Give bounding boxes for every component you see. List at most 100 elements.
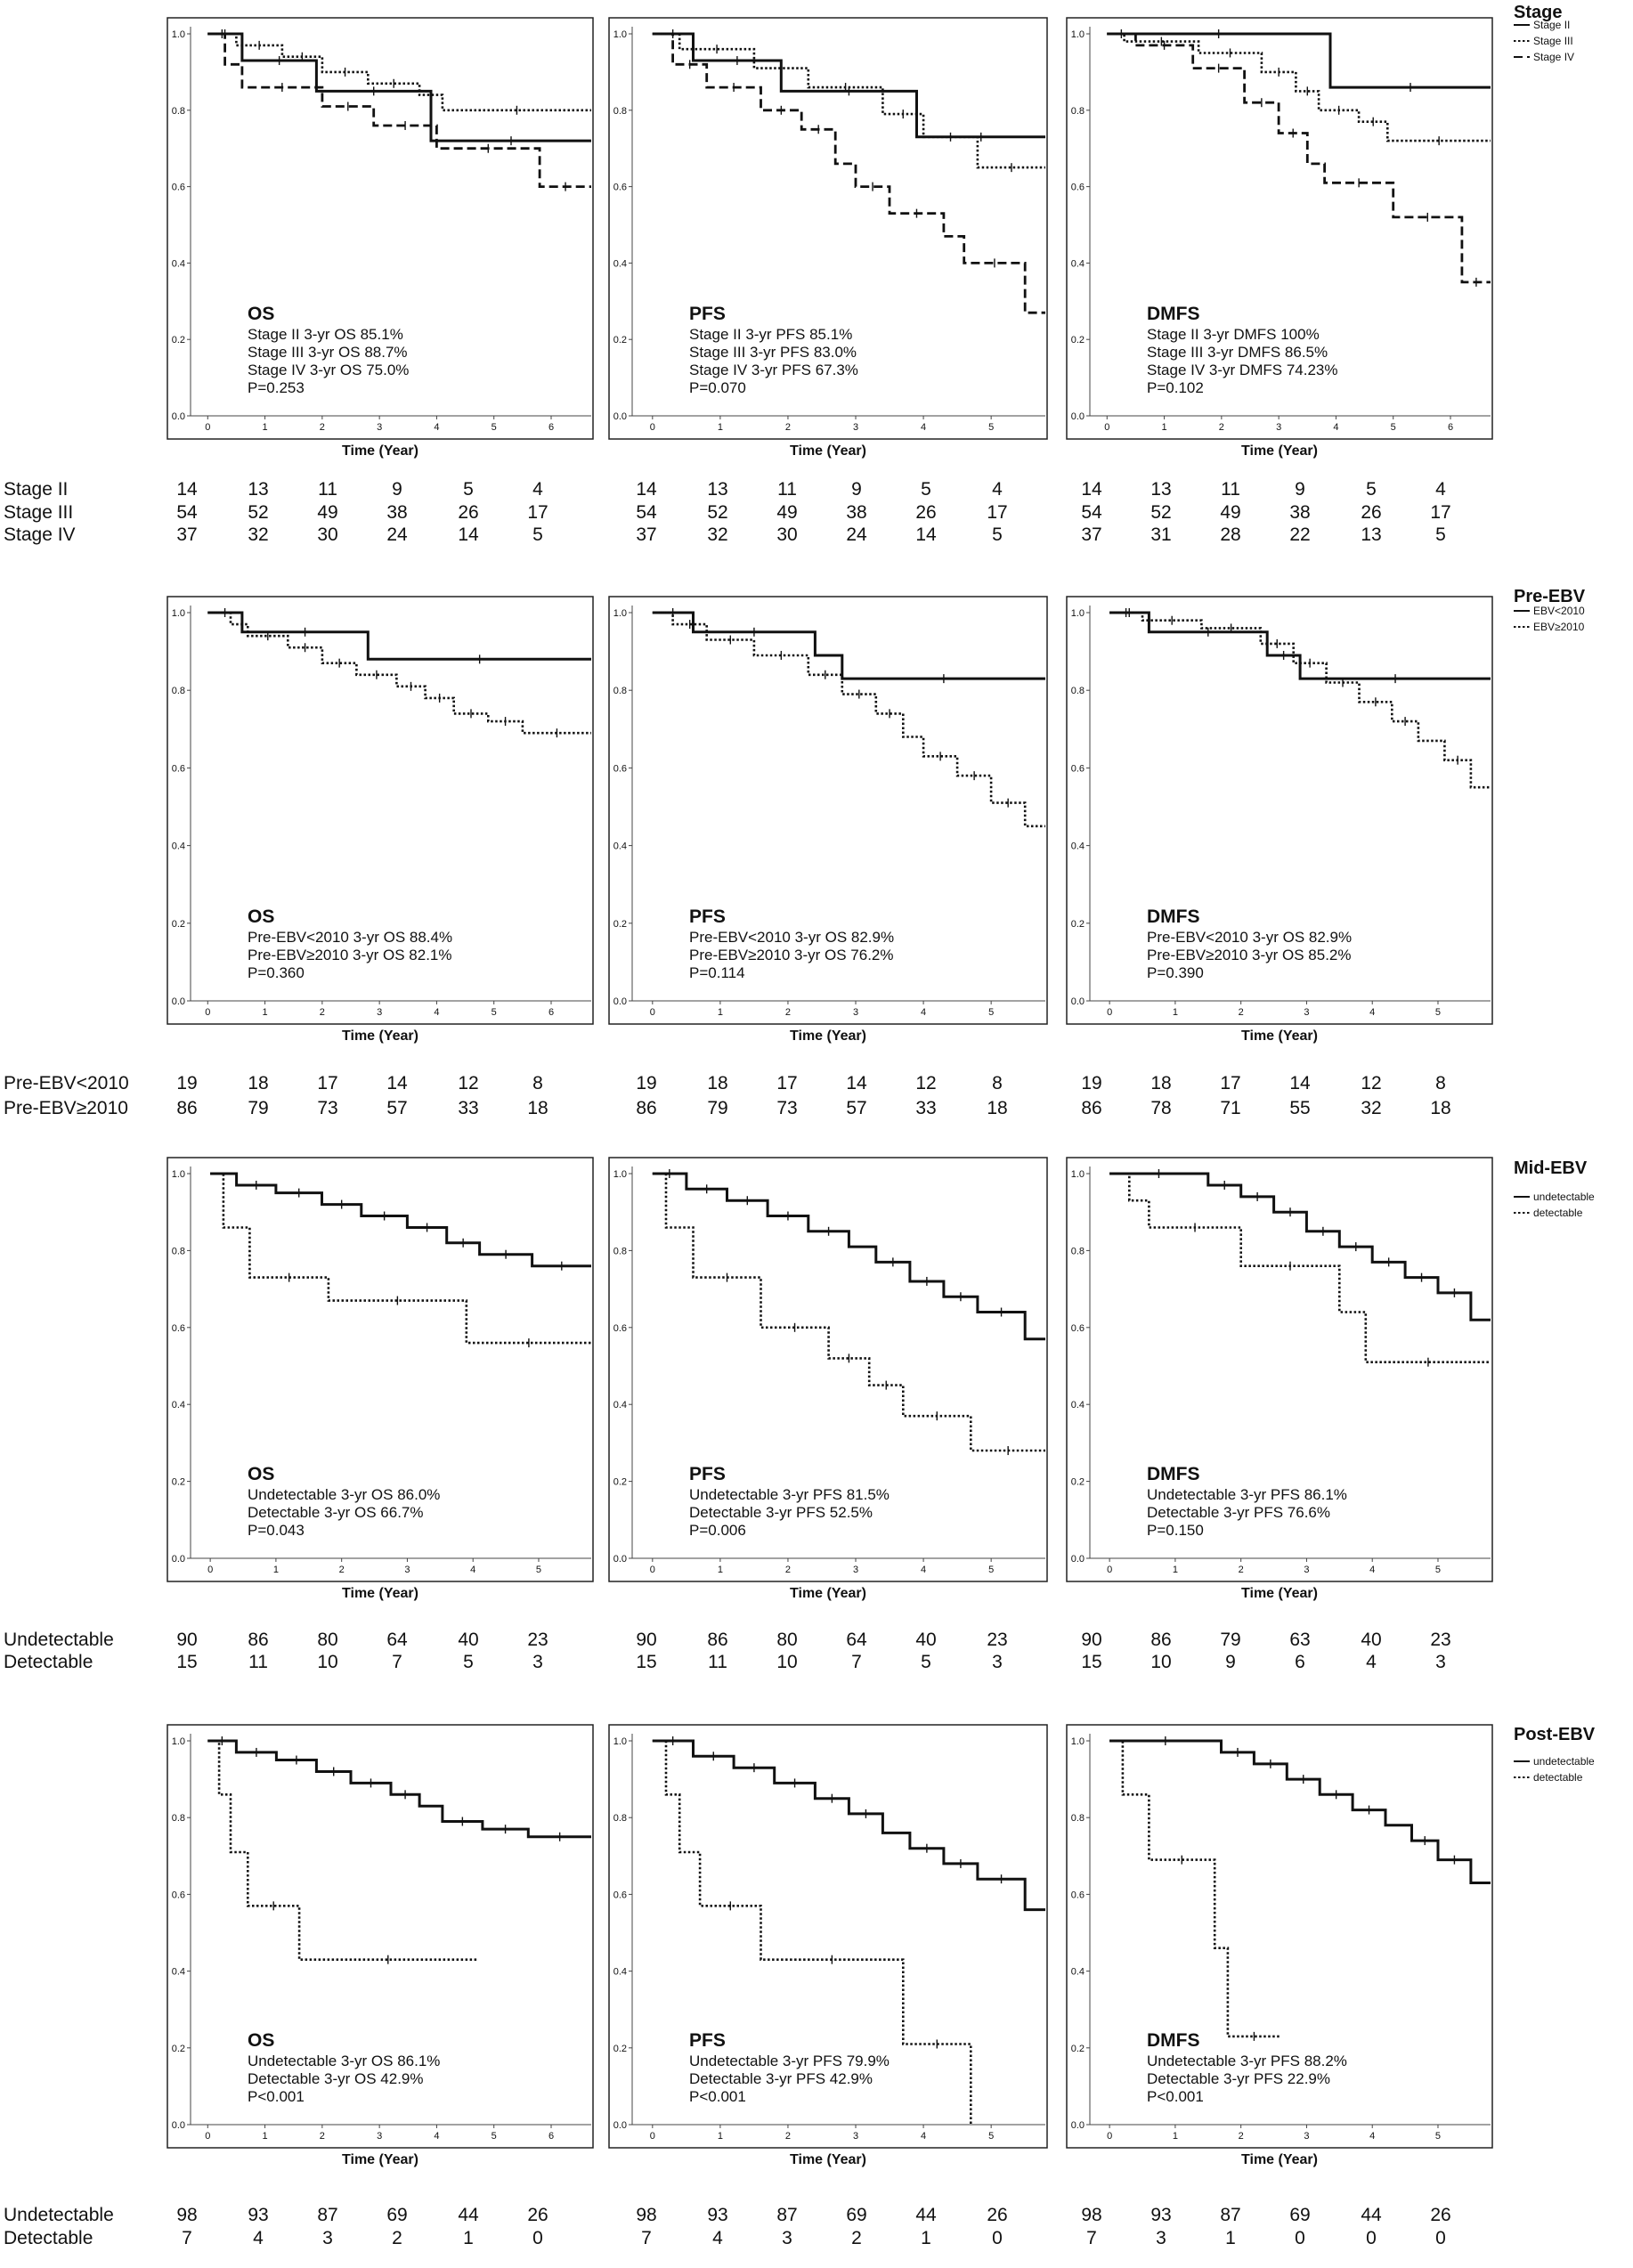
risk-count: 49 — [776, 502, 797, 523]
risk-count: 86 — [707, 1630, 727, 1650]
annotation-line: P=0.390 — [1147, 964, 1204, 981]
annotation-line: Stage IV 3-yr PFS 67.3% — [689, 362, 858, 378]
y-tick-label: 0.0 — [172, 411, 185, 422]
risk-count: 3 — [322, 2228, 333, 2248]
panel-frame — [1066, 1157, 1493, 1582]
risk-count: 19 — [176, 1073, 197, 1093]
risk-count: 14 — [1289, 1073, 1311, 1093]
x-tick-label: 4 — [434, 422, 439, 433]
risk-count: 93 — [707, 2205, 727, 2225]
curve-stage-iii — [207, 32, 591, 112]
x-tick-label: 3 — [1304, 2131, 1309, 2142]
risk-count: 22 — [1289, 524, 1310, 545]
x-tick-label: 0 — [207, 1565, 213, 1575]
risk-row-label: Undetectable — [4, 1630, 114, 1650]
risk-count: 44 — [915, 2205, 937, 2225]
risk-count: 11 — [1221, 479, 1240, 500]
risk-count: 10 — [1150, 1652, 1171, 1672]
y-tick-label: 0.2 — [172, 2044, 185, 2054]
risk-count: 8 — [532, 1073, 543, 1093]
x-tick-label: 0 — [1107, 2131, 1112, 2142]
annotation-line: P=0.102 — [1147, 379, 1204, 396]
risk-count: 26 — [527, 2205, 548, 2225]
y-tick-label: 1.0 — [1071, 1169, 1085, 1180]
x-axis-label: Time (Year) — [790, 2152, 866, 2167]
risk-count: 30 — [317, 524, 337, 545]
annotation-line: Stage IV 3-yr OS 75.0% — [248, 362, 409, 378]
risk-count: 15 — [1081, 1652, 1101, 1672]
risk-count: 3 — [532, 1652, 543, 1672]
curve-undetectable — [652, 1739, 1045, 1912]
risk-count: 37 — [636, 524, 656, 545]
annotation-line: P<0.001 — [1147, 2088, 1204, 2105]
risk-count: 0 — [1435, 2228, 1446, 2248]
y-tick-label: 0.6 — [1071, 1890, 1085, 1900]
legend-entry: undetectable — [1533, 1191, 1595, 1203]
legend-entry: undetectable — [1533, 1755, 1595, 1768]
risk-count: 11 — [318, 479, 337, 500]
risk-count: 15 — [176, 1652, 197, 1672]
x-tick-label: 2 — [320, 2131, 325, 2142]
risk-count: 54 — [176, 502, 198, 523]
y-tick-label: 0.4 — [172, 1967, 185, 1978]
risk-count: 73 — [317, 1098, 337, 1118]
curve-stage-ii — [207, 32, 591, 142]
panel-dmfs: 0.0 0.2 0.4 0.6 0.8 1.0 0 1 2 3 4 5 Time (Year) DMFS U… — [1066, 1724, 1493, 2248]
group-2: Mid-EBV undetectable detectable Undetectabl… — [4, 1157, 1595, 1672]
y-tick-label: 0.6 — [1071, 763, 1085, 774]
risk-row-label: Stage II — [4, 479, 68, 500]
panel-title: OS — [248, 2030, 274, 2051]
risk-row-label: Detectable — [4, 2228, 93, 2248]
risk-count: 4 — [712, 2228, 723, 2248]
x-tick-label: 6 — [548, 2131, 554, 2142]
risk-count: 38 — [386, 502, 407, 523]
x-tick-label: 1 — [263, 422, 268, 433]
panel-title: DMFS — [1147, 2030, 1200, 2051]
annotation-line: P=0.006 — [689, 1522, 746, 1539]
x-axis-label: Time (Year) — [342, 1028, 418, 1044]
risk-count: 49 — [1220, 502, 1240, 523]
x-tick-label: 2 — [1219, 422, 1224, 433]
y-tick-label: 1.0 — [1071, 29, 1085, 40]
risk-count: 18 — [248, 1073, 268, 1093]
curve-detectable — [1109, 1172, 1491, 1363]
x-tick-label: 0 — [205, 1007, 210, 1018]
y-tick-label: 0.6 — [172, 763, 185, 774]
risk-count: 12 — [458, 1073, 478, 1093]
panel-frame — [1066, 17, 1493, 440]
risk-count: 93 — [1150, 2205, 1171, 2225]
x-tick-label: 4 — [434, 2131, 439, 2142]
annotation-line: Pre-EBV<2010 3-yr OS 82.9% — [689, 929, 894, 946]
x-axis-label: Time (Year) — [342, 2152, 418, 2167]
risk-count: 44 — [458, 2205, 479, 2225]
x-axis-label: Time (Year) — [1241, 1586, 1318, 1601]
risk-count: 9 — [392, 479, 402, 500]
risk-count: 1 — [921, 2228, 931, 2248]
risk-count: 7 — [392, 1652, 402, 1672]
y-tick-label: 0.4 — [613, 258, 627, 269]
risk-count: 4 — [992, 479, 1003, 500]
risk-count: 4 — [1435, 479, 1446, 500]
x-tick-label: 4 — [470, 1565, 475, 1575]
risk-count: 12 — [1361, 1073, 1381, 1093]
risk-count: 2 — [392, 2228, 402, 2248]
x-tick-label: 2 — [785, 2131, 791, 2142]
risk-count: 86 — [636, 1098, 656, 1118]
risk-count: 2 — [851, 2228, 862, 2248]
risk-count: 3 — [1435, 1652, 1446, 1672]
panel-title: PFS — [689, 304, 726, 324]
risk-count: 5 — [1366, 479, 1377, 500]
risk-count: 80 — [317, 1630, 337, 1650]
risk-count: 5 — [1435, 524, 1446, 545]
panel-title: DMFS — [1147, 906, 1200, 927]
risk-count: 17 — [987, 502, 1007, 523]
risk-count: 14 — [1081, 479, 1102, 500]
risk-count: 23 — [987, 1630, 1007, 1650]
y-tick-label: 0.4 — [1071, 1400, 1085, 1410]
x-tick-label: 3 — [853, 1565, 858, 1575]
y-tick-label: 0.8 — [613, 1246, 627, 1256]
y-tick-label: 0.6 — [613, 1323, 627, 1334]
risk-count: 18 — [527, 1098, 548, 1118]
y-tick-label: 1.0 — [172, 1736, 185, 1747]
